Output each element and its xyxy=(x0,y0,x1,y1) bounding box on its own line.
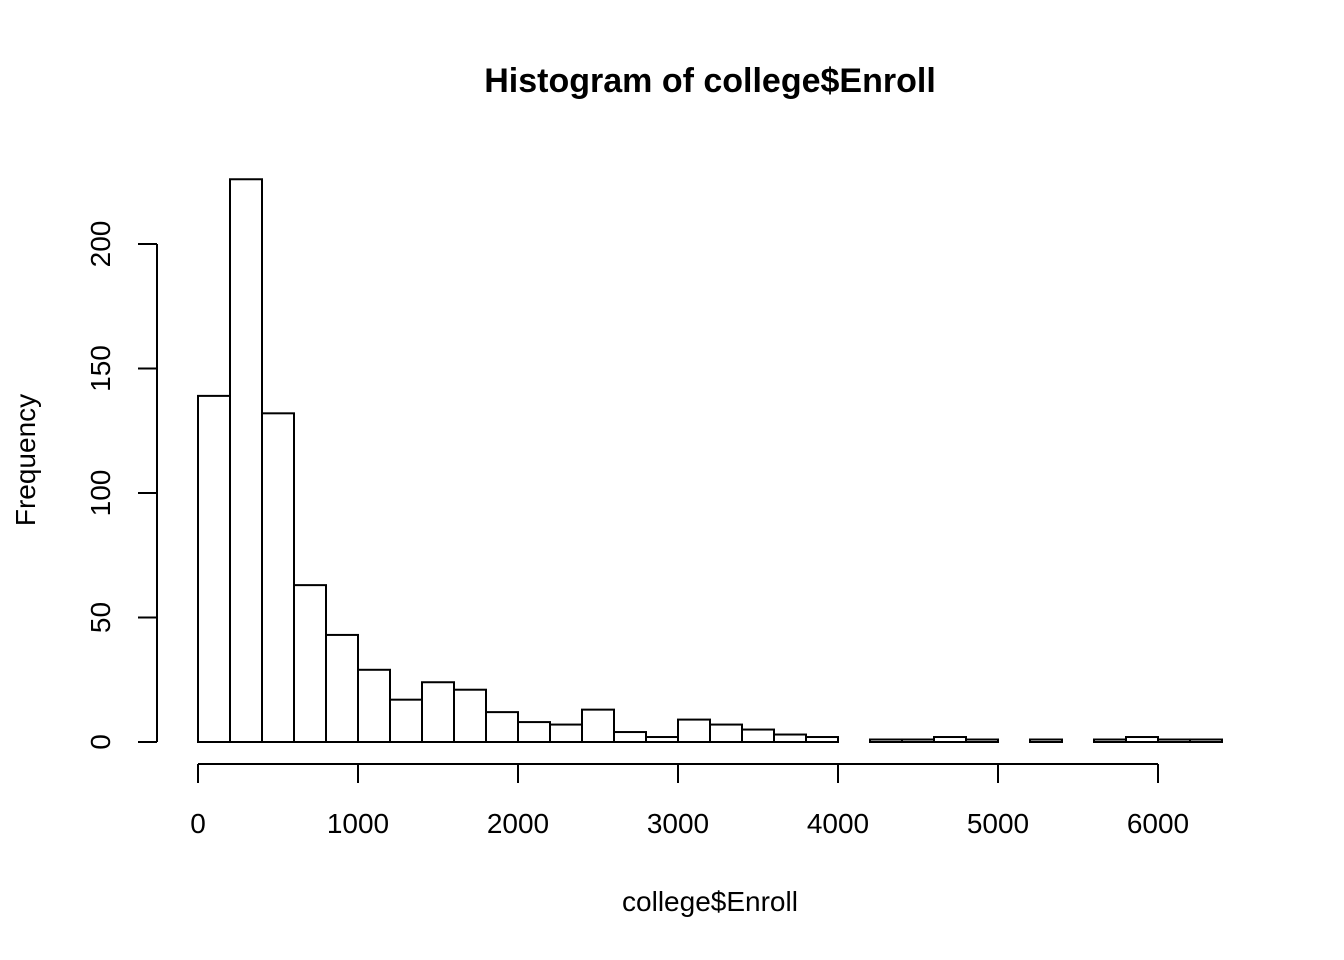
x-tick-label: 4000 xyxy=(807,808,869,839)
x-tick-label: 2000 xyxy=(487,808,549,839)
histogram-bar xyxy=(517,721,551,744)
x-tick-label: 6000 xyxy=(1127,808,1189,839)
histogram-bar xyxy=(229,178,263,743)
x-tick-label: 1000 xyxy=(327,808,389,839)
y-tick-label: 50 xyxy=(85,602,116,633)
histogram-bar xyxy=(357,668,391,743)
histogram-bar xyxy=(1029,738,1063,744)
histogram-bar xyxy=(677,718,711,744)
histogram-bar xyxy=(645,736,679,744)
x-axis: 0 1000 2000 3000 4000 5000 6000 xyxy=(190,763,1189,839)
histogram-bar xyxy=(1189,738,1223,744)
histogram-bar xyxy=(1157,738,1191,744)
histogram-bar xyxy=(453,688,487,744)
histogram-bar xyxy=(549,723,583,744)
histogram-bar xyxy=(389,698,423,743)
y-tick-label: 100 xyxy=(85,470,116,517)
histogram-bar xyxy=(965,738,999,744)
histogram-bar xyxy=(933,736,967,744)
histogram-bar xyxy=(485,711,519,743)
histogram-bar xyxy=(1125,736,1159,744)
histogram-bar xyxy=(261,412,295,743)
histogram-bar xyxy=(901,738,935,744)
y-axis: 0 50 100 150 200 xyxy=(85,221,158,750)
histogram-bar xyxy=(773,733,807,744)
y-axis-label: Frequency xyxy=(10,394,41,526)
histogram-bar xyxy=(869,738,903,744)
histogram-bar xyxy=(709,723,743,744)
x-tick-label: 3000 xyxy=(647,808,709,839)
histogram-bar xyxy=(805,736,839,744)
histogram-bar xyxy=(293,584,327,743)
x-axis-label: college$Enroll xyxy=(622,886,798,917)
y-tick-label: 150 xyxy=(85,345,116,392)
histogram-bar xyxy=(325,633,359,743)
histogram-bar xyxy=(613,731,647,743)
histogram-bar xyxy=(581,708,615,744)
y-tick-label: 0 xyxy=(85,734,116,750)
histogram-bar xyxy=(421,681,455,743)
bars-group xyxy=(197,178,1223,744)
x-tick-label: 5000 xyxy=(967,808,1029,839)
x-tick-label: 0 xyxy=(190,808,206,839)
histogram-bar xyxy=(741,728,775,743)
y-tick-label: 200 xyxy=(85,221,116,268)
histogram-bar xyxy=(1093,738,1127,744)
histogram-bar xyxy=(197,394,231,743)
chart-title: Histogram of college$Enroll xyxy=(484,62,936,100)
